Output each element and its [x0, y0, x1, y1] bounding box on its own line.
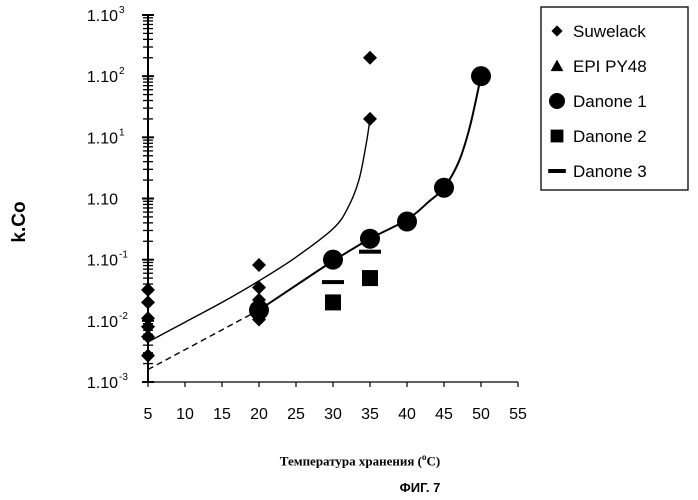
y-tick-label: 1.10: [87, 314, 118, 331]
y-tick-label: 1.10: [87, 69, 118, 86]
x-tick-label: 5: [144, 406, 153, 423]
legend: Suwelack EPI PY48 Danone 1 Danone 2 Danone 3: [541, 7, 688, 190]
legend-label-danone-1: Danone 1: [573, 92, 647, 111]
y-tick-exponent: 1: [119, 127, 125, 138]
y-tick-label: 1.10: [87, 192, 118, 209]
x-axis-label: Температура хранения (oC): [230, 452, 490, 469]
legend-marker-danone-2: [551, 130, 564, 143]
point-danone-2: [325, 294, 341, 310]
x-tick-label: 25: [287, 406, 305, 423]
point-suwelack: [363, 51, 377, 65]
legend-marker-danone-3: [548, 169, 566, 173]
point-danone-3: [322, 280, 344, 284]
point-suwelack: [141, 283, 155, 297]
y-tick-exponent: 2: [119, 66, 125, 77]
y-tick-exponent: 3: [119, 5, 125, 16]
x-tick-label: 45: [435, 406, 453, 423]
y-tick-label: 1.10: [87, 130, 118, 147]
legend-label-suwelack: Suwelack: [573, 22, 646, 41]
x-tick-label: 40: [398, 406, 416, 423]
legend-marker-danone-1: [549, 93, 565, 109]
data-points: [141, 51, 491, 363]
legend-label-epi-py48: EPI PY48: [573, 57, 647, 76]
point-suwelack: [252, 258, 266, 272]
point-suwelack: [363, 112, 377, 126]
y-tick-exponent: -2: [119, 311, 128, 322]
x-tick-label: 20: [250, 406, 268, 423]
point-suwelack: [141, 330, 155, 344]
point-danone-3: [359, 250, 381, 254]
point-danone-1: [471, 66, 491, 86]
y-axis-label-group: k.Co: [9, 201, 30, 242]
x-tick-label: 10: [176, 406, 194, 423]
point-danone-2: [362, 270, 378, 286]
point-danone-1: [323, 250, 343, 270]
y-tick-label: 1.10: [87, 253, 118, 270]
x-tick-label: 55: [509, 406, 527, 423]
x-tick-label: 15: [213, 406, 231, 423]
y-tick-exponent: -1: [119, 250, 128, 261]
x-tick-label: 50: [472, 406, 490, 423]
point-suwelack: [141, 349, 155, 363]
point-suwelack: [252, 281, 266, 295]
fit-lines: [148, 76, 481, 369]
point-danone-1: [434, 178, 454, 198]
point-suwelack: [141, 295, 155, 309]
point-danone-1: [397, 212, 417, 232]
legend-label-danone-3: Danone 3: [573, 162, 647, 181]
y-tick-label: 1.10: [87, 8, 118, 25]
legend-label-danone-2: Danone 2: [573, 127, 647, 146]
point-danone-1: [360, 229, 380, 249]
x-tick-label: 30: [324, 406, 342, 423]
figure-caption: ФИГ. 7: [380, 480, 460, 495]
x-tick-label: 35: [361, 406, 379, 423]
y-axis-label: k.Co: [9, 201, 30, 242]
y-tick-exponent: -3: [119, 372, 128, 383]
axes: 1.1031.1021.1011.101.10-11.10-21.10-3510…: [87, 5, 527, 423]
point-danone-1: [249, 300, 269, 320]
fit-line-danone-3: [148, 310, 259, 369]
y-tick-label: 1.10: [87, 375, 118, 392]
